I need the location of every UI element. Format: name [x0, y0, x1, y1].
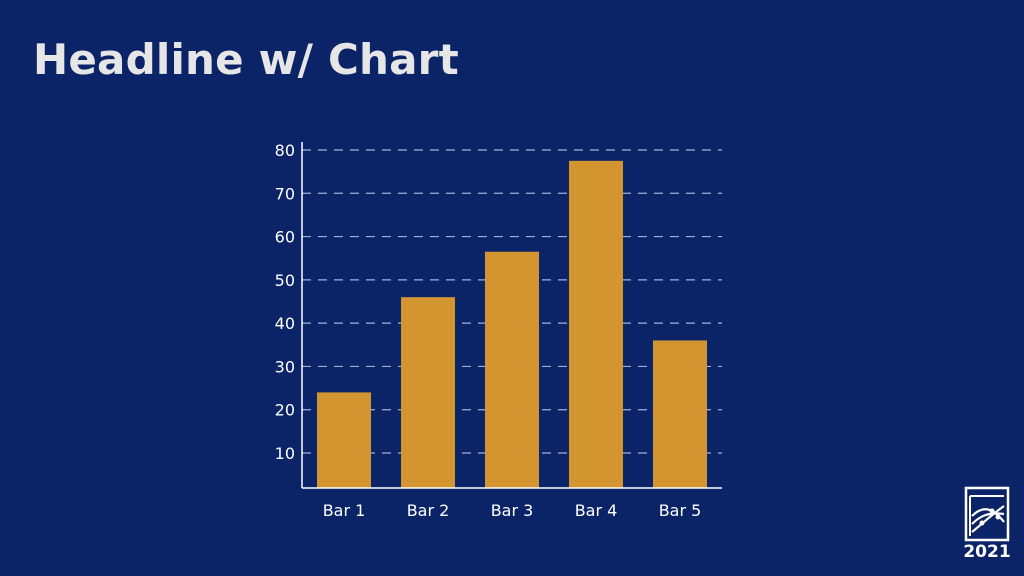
y-tick-label: 60: [275, 228, 295, 247]
y-tick-label: 20: [275, 401, 295, 420]
y-tick-label: 10: [275, 444, 295, 463]
x-tick-label: Bar 3: [491, 501, 534, 520]
y-tick-label: 30: [275, 357, 295, 376]
slide-headline: Headline w/ Chart: [33, 35, 459, 84]
y-tick-label: 50: [275, 271, 295, 290]
bar: [569, 160, 623, 489]
x-tick-label: Bar 4: [575, 501, 618, 520]
x-tick-label: Bar 5: [659, 501, 702, 520]
y-tick-label: 40: [275, 314, 295, 333]
x-tick-label: Bar 2: [407, 501, 450, 520]
bar: [653, 340, 707, 488]
bar: [485, 251, 539, 488]
y-tick-label: 80: [275, 141, 295, 160]
logo: 2021: [958, 486, 1016, 568]
x-tick-label: Bar 1: [323, 501, 366, 520]
y-tick-label: 70: [275, 184, 295, 203]
logo-year: 2021: [963, 542, 1011, 562]
chart-logo-icon: [964, 486, 1010, 542]
bar: [401, 297, 455, 488]
bar: [317, 392, 371, 488]
